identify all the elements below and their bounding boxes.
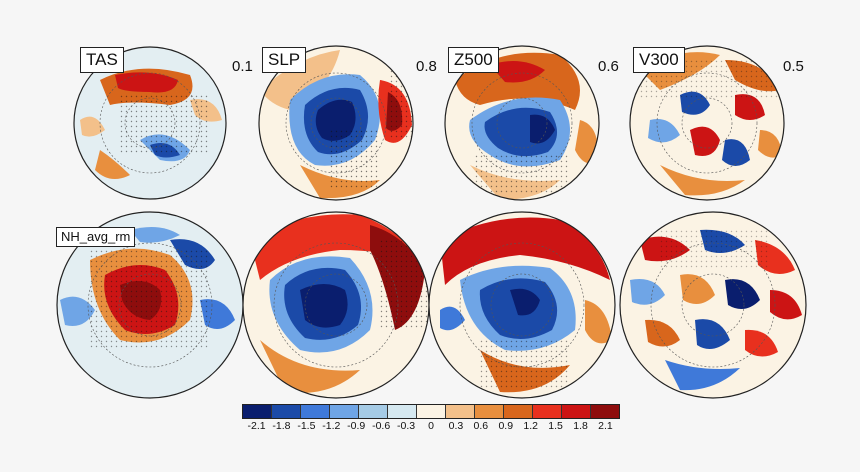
panel-value-slp: 0.8: [416, 58, 437, 75]
colorbar-tick-label: 0.9: [498, 420, 514, 432]
map-frame: [619, 211, 807, 399]
map-panel-slp: [259, 46, 413, 200]
colorbar-tick-label: -0.9: [347, 420, 366, 432]
map-panel-nh-avg-rm: [57, 212, 243, 398]
colorbar-swatch: [533, 405, 562, 418]
colorbar-swatch: [562, 405, 591, 418]
panel-label-z500: Z500: [448, 47, 499, 73]
colorbar-tick-label: 0.3: [448, 420, 464, 432]
map-frame: [258, 45, 414, 201]
colorbar-swatch: [330, 405, 359, 418]
colorbar: [242, 404, 620, 419]
colorbar-swatch: [417, 405, 446, 418]
colorbar-swatch: [475, 405, 504, 418]
colorbar-tick-label: -1.2: [322, 420, 341, 432]
panel-label-slp: SLP: [262, 47, 307, 73]
map-panel-row2-v300: [620, 212, 806, 398]
colorbar-tick-label: -2.1: [247, 420, 266, 432]
colorbar-swatch: [504, 405, 533, 418]
map-frame: [73, 46, 227, 200]
colorbar-tick-label: -1.5: [297, 420, 316, 432]
map-frame: [629, 45, 785, 201]
panel-value-tas: 0.1: [232, 58, 253, 75]
graticule: [87, 72, 776, 368]
colorbar-tick-label: 2.1: [598, 420, 613, 432]
colorbar-swatch: [272, 405, 301, 418]
colorbar-swatch: [243, 405, 272, 418]
map-panel-tas: [74, 47, 226, 199]
colorbar-tick-label: 0.6: [473, 420, 489, 432]
panel-value-z500: 0.6: [598, 58, 619, 75]
colorbar-swatch: [301, 405, 330, 418]
colorbar-tick-label: 1.5: [548, 420, 563, 432]
colorbar-tick-label: -1.8: [272, 420, 291, 432]
map-panel-z500: [445, 46, 599, 200]
map-panel-row2-z500: [429, 212, 615, 398]
panel-label-v300: V300: [633, 47, 685, 73]
panel-label-nh-avg-rm: NH_avg_rm: [56, 227, 136, 247]
panel-label-tas: TAS: [80, 47, 124, 73]
colorbar-swatch: [388, 405, 417, 418]
colorbar-tick-label: 1.2: [523, 420, 538, 432]
colorbar-tick-label: 1.8: [573, 420, 588, 432]
map-frame: [444, 45, 600, 201]
colorbar-tick-label: -0.3: [397, 420, 416, 432]
colorbar-swatch: [359, 405, 388, 418]
panel-value-v300: 0.5: [783, 58, 804, 75]
colorbar-swatch: [446, 405, 475, 418]
colorbar-tick-label: -0.6: [372, 420, 391, 432]
colorbar-tick-label: 0: [428, 420, 434, 432]
map-panel-v300: [630, 46, 784, 200]
map-panel-row2-slp: [243, 212, 429, 398]
colorbar-swatch: [591, 405, 619, 418]
map-frame: [428, 211, 616, 399]
